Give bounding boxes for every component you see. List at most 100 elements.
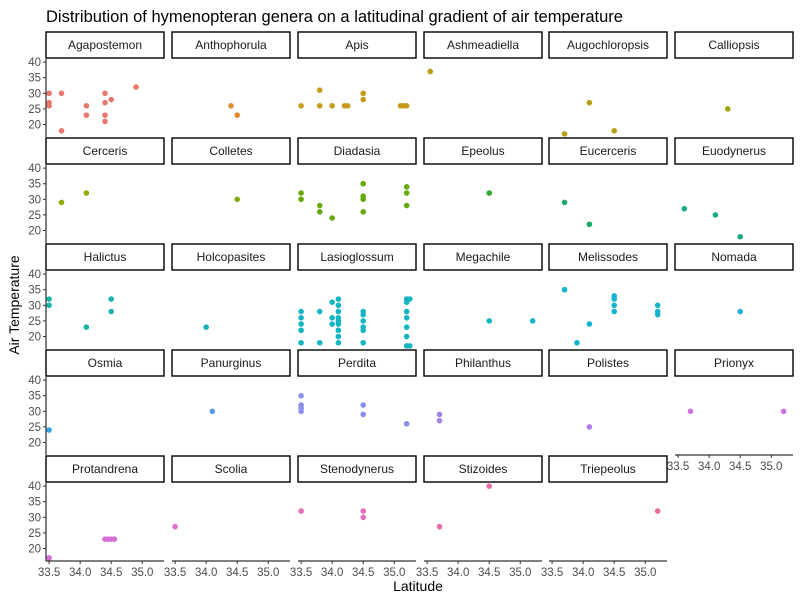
data-point xyxy=(403,103,410,109)
y-tick-label: 35 xyxy=(28,73,41,85)
data-point xyxy=(561,131,568,137)
data-point xyxy=(335,302,342,309)
x-tick-label: 34.5 xyxy=(729,461,751,473)
data-point xyxy=(234,112,241,118)
y-tick-label: 25 xyxy=(28,316,41,328)
x-tick-label: 34.0 xyxy=(69,567,91,579)
data-point xyxy=(486,318,493,324)
facet-panel-eucerceris: Eucerceris xyxy=(548,137,668,228)
data-point xyxy=(83,103,90,109)
x-tick-label: 34.5 xyxy=(478,567,500,579)
facet-strip-label: Colletes xyxy=(209,144,252,158)
facet-strip-label: Polistes xyxy=(587,356,629,370)
facet-strip-label: Apis xyxy=(345,38,368,52)
x-tick-label: 33.5 xyxy=(667,461,689,473)
x-tick-label: 35.0 xyxy=(634,567,656,579)
facet-strip-label: Prionyx xyxy=(714,356,754,370)
data-point xyxy=(360,90,367,97)
data-point xyxy=(298,308,304,315)
data-point xyxy=(436,417,443,424)
data-point xyxy=(203,324,209,330)
data-point xyxy=(102,90,108,97)
facet-strip-label: Holcopasites xyxy=(197,250,266,264)
data-point xyxy=(403,315,410,321)
data-point xyxy=(46,103,52,109)
data-point xyxy=(102,99,108,106)
data-point xyxy=(83,324,90,330)
data-point xyxy=(46,555,52,561)
facet-strip xyxy=(548,349,668,377)
data-point xyxy=(427,68,434,75)
facet-strip xyxy=(548,137,668,165)
facet-strip xyxy=(548,31,668,59)
facet-panel-augochloropsis: Augochloropsis xyxy=(548,31,668,137)
facet-panel-calliopsis: Calliopsis xyxy=(674,31,794,112)
facet-strip-label: Melissodes xyxy=(578,250,638,264)
data-point xyxy=(46,302,52,309)
data-point xyxy=(654,302,661,309)
data-point xyxy=(335,296,342,302)
x-tick-label: 35.0 xyxy=(383,567,405,579)
x-tick-label: 35.0 xyxy=(760,461,782,473)
facet-panel-anthophorula: Anthophorula xyxy=(171,31,291,118)
facet-panel-polistes: Polistes xyxy=(548,349,668,430)
data-point xyxy=(329,315,335,321)
facet-strip xyxy=(45,243,165,271)
facet-panels: Agapostemon 20 25 30 35 40 Anthophorula Apis Ash… xyxy=(28,31,794,579)
data-point xyxy=(102,112,108,118)
data-point xyxy=(46,296,52,302)
facet-strip xyxy=(423,31,543,59)
y-tick-label: 20 xyxy=(28,438,41,450)
y-tick-label: 35 xyxy=(28,179,41,191)
x-tick-label: 33.5 xyxy=(290,567,312,579)
data-point xyxy=(486,190,493,196)
x-tick-label: 34.0 xyxy=(447,567,469,579)
facet-strip xyxy=(45,349,165,377)
data-point xyxy=(298,321,304,327)
facet-panel-euodynerus: Euodynerus xyxy=(674,137,794,240)
data-point xyxy=(298,190,304,196)
facet-panel-diadasia: Diadasia xyxy=(297,137,417,221)
data-point xyxy=(316,87,323,93)
data-point xyxy=(298,196,304,203)
data-point xyxy=(561,286,568,293)
data-point xyxy=(403,184,410,190)
data-point xyxy=(360,402,367,408)
data-point xyxy=(360,327,367,334)
facet-strip xyxy=(548,243,668,271)
x-tick-label: 35.0 xyxy=(509,567,531,579)
facet-panel-colletes: Colletes xyxy=(171,137,291,203)
data-point xyxy=(737,233,744,240)
y-tick-label: 25 xyxy=(28,210,41,222)
data-point xyxy=(108,296,115,302)
facet-strip-label: Diadasia xyxy=(334,144,381,158)
data-point xyxy=(83,112,90,118)
x-tick-label: 34.0 xyxy=(195,567,217,579)
facet-panel-prionyx: Prionyx 33.5 34.0 34.5 35.0 xyxy=(667,349,794,473)
x-tick-label: 33.5 xyxy=(416,567,438,579)
data-point xyxy=(83,190,90,196)
data-point xyxy=(654,508,661,514)
data-point xyxy=(681,205,688,212)
x-tick-label: 34.0 xyxy=(698,461,720,473)
facet-strip xyxy=(423,137,543,165)
data-point xyxy=(329,103,335,109)
x-tick-label: 35.0 xyxy=(257,567,279,579)
data-point xyxy=(436,523,443,530)
facet-strip xyxy=(45,31,165,59)
y-tick-label: 20 xyxy=(28,120,41,132)
data-point xyxy=(335,327,342,334)
data-point xyxy=(574,339,580,346)
data-point xyxy=(712,212,719,218)
facet-strip-label: Perdita xyxy=(338,356,376,370)
x-tick-label: 34.5 xyxy=(603,567,625,579)
data-point xyxy=(329,299,335,306)
facet-strip xyxy=(423,455,543,483)
facet-panel-nomada: Nomada xyxy=(674,243,794,315)
data-point xyxy=(586,424,593,430)
x-tick-label: 34.0 xyxy=(572,567,594,579)
data-point xyxy=(360,514,367,521)
data-point xyxy=(58,90,65,97)
x-tick-label: 33.5 xyxy=(164,567,186,579)
data-point xyxy=(335,339,342,346)
